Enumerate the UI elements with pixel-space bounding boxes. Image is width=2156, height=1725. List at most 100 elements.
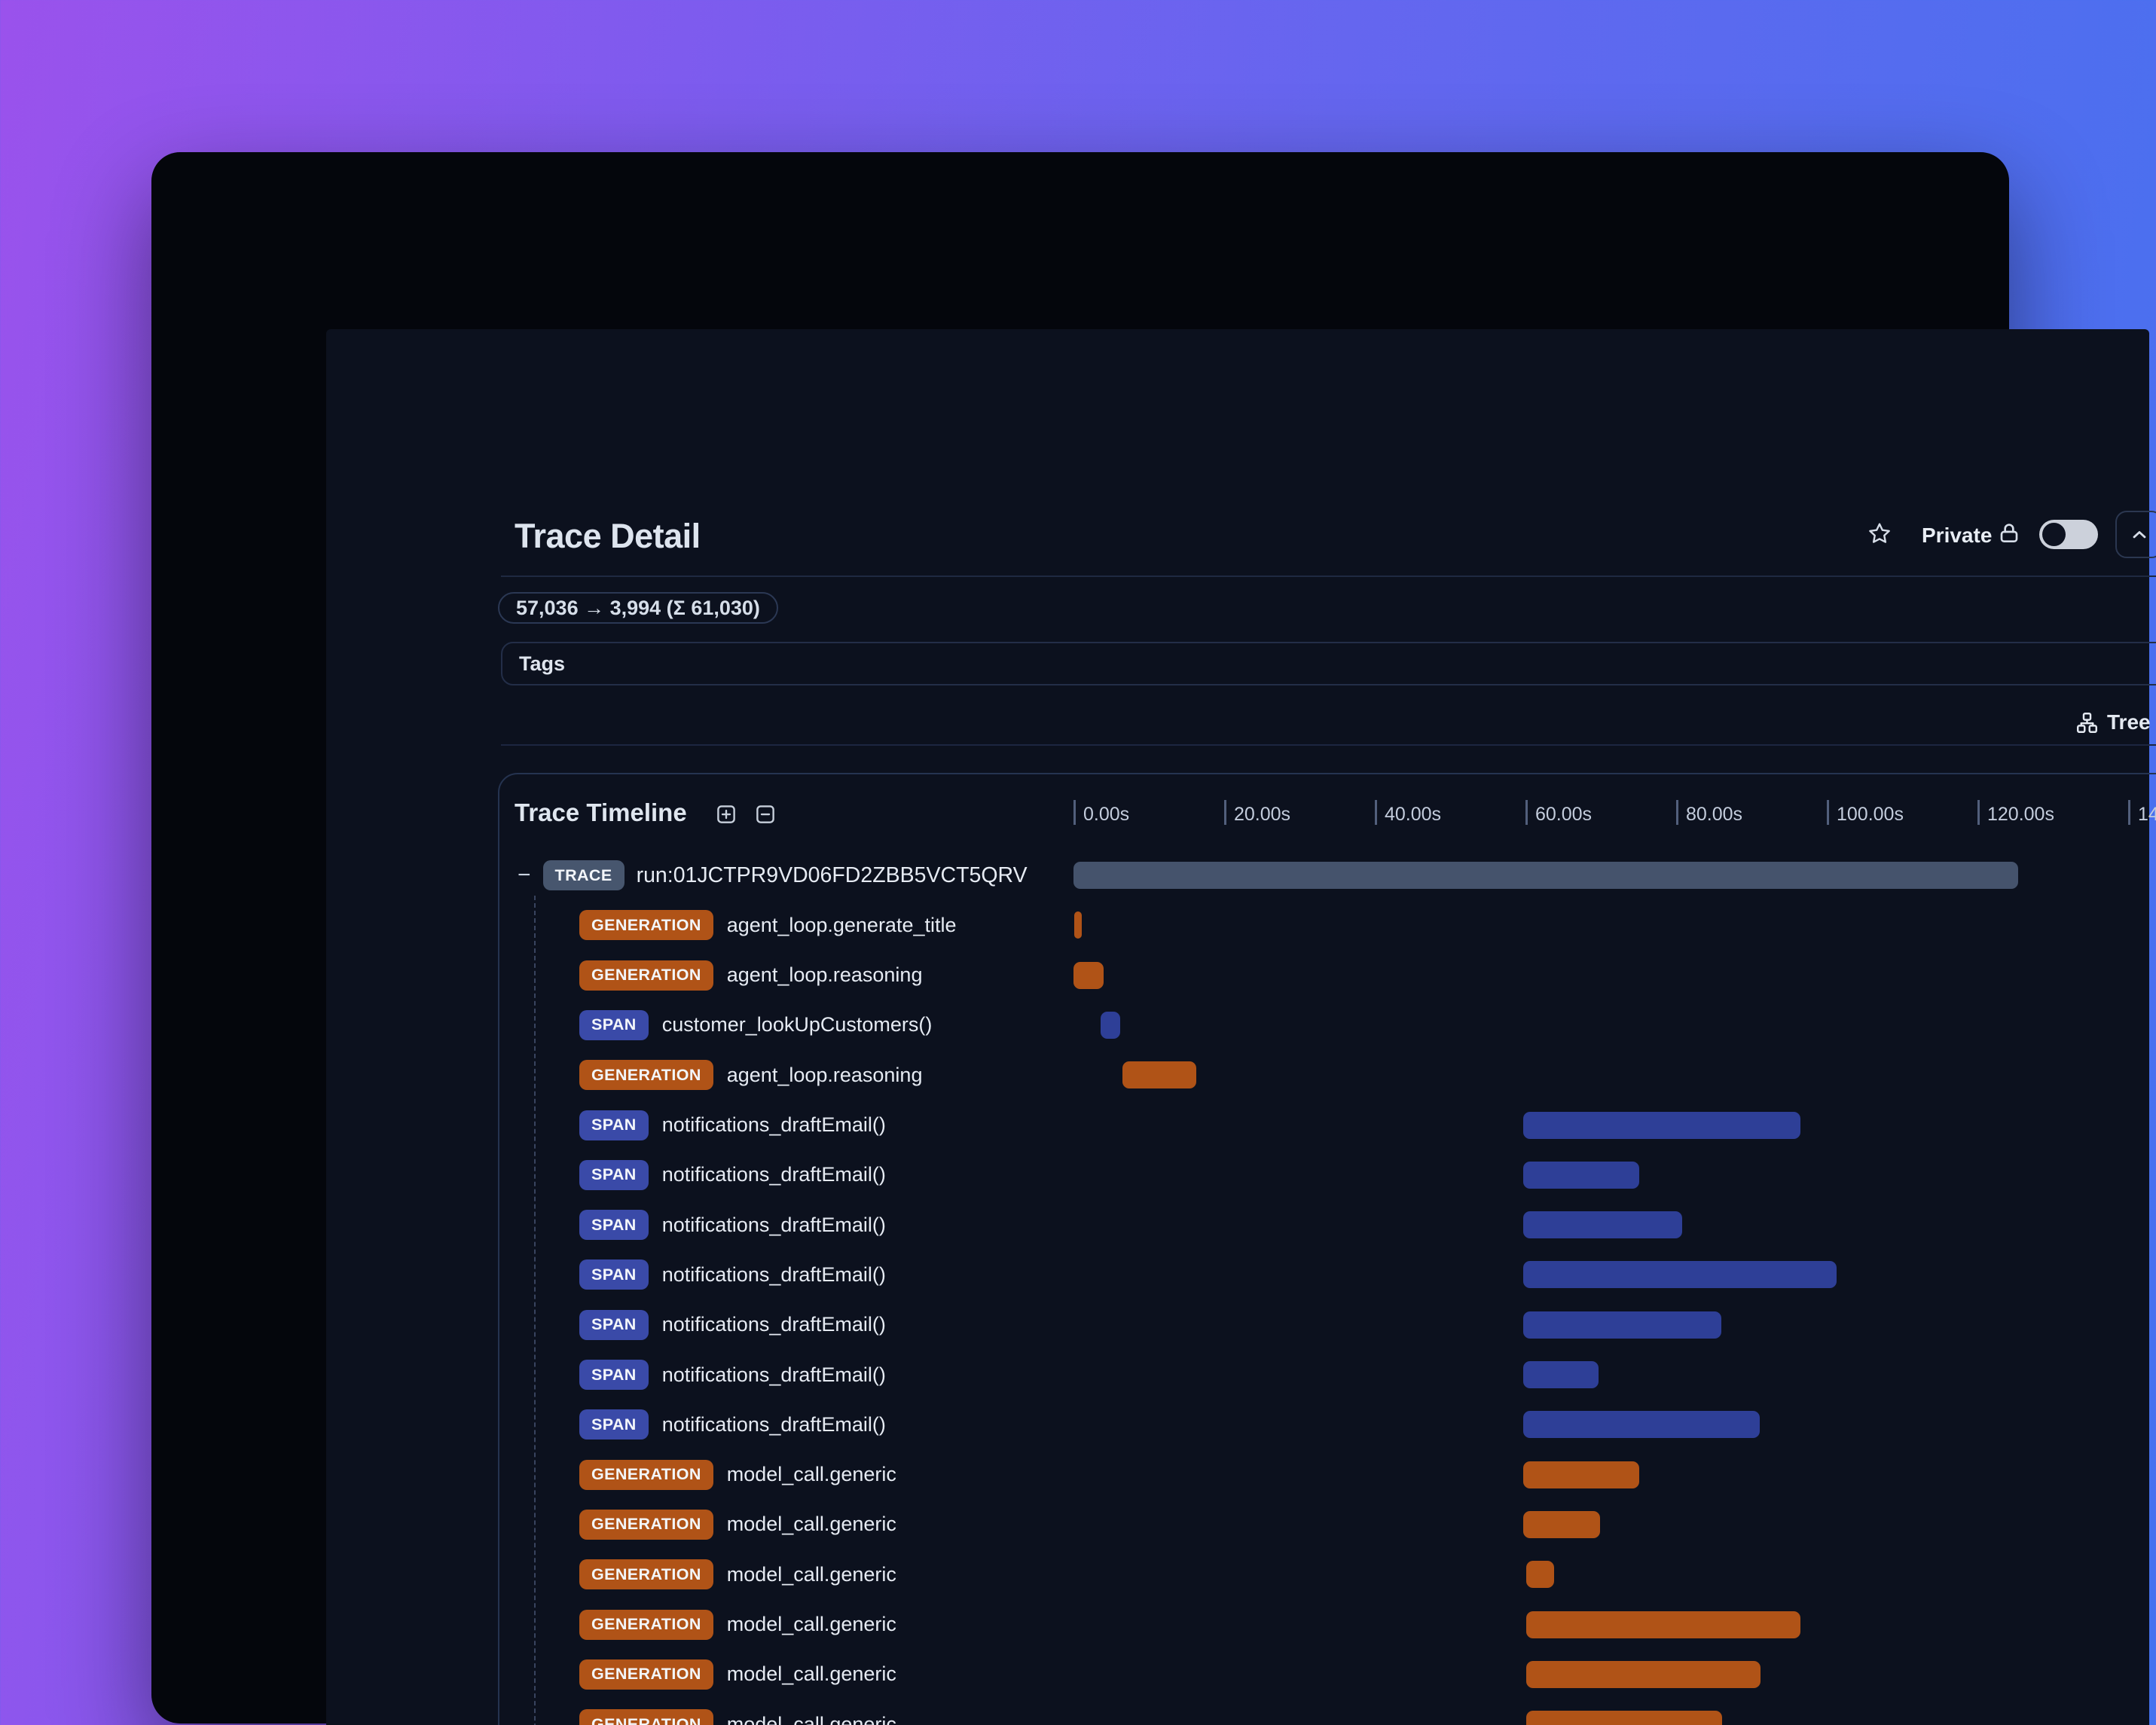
header-divider	[501, 576, 2156, 577]
row-label: model_call.generic	[726, 1613, 896, 1635]
app-content: Trace Detail Private	[326, 329, 2156, 1725]
row-head[interactable]: SPAN notifications_draftEmail()	[579, 1150, 886, 1200]
type-badge: GENERATION	[579, 910, 713, 941]
axis-tick-label: 40.00s	[1385, 804, 1442, 825]
timeline-row[interactable]: GENERATION model_call.generic	[326, 1600, 2156, 1650]
timeline-row[interactable]: SPAN notifications_draftEmail()	[326, 1350, 2156, 1400]
timeline-bar[interactable]	[1101, 1011, 1120, 1039]
panel-title: Trace Timeline	[515, 798, 687, 826]
timeline-bar[interactable]	[1523, 1411, 1760, 1439]
timeline-row[interactable]: − TRACE run:01JCTPR9VD06FD2ZBB5VCT5QRV	[326, 850, 2156, 900]
axis-tick	[1073, 800, 1076, 825]
type-badge: SPAN	[579, 1309, 649, 1340]
row-head[interactable]: SPAN notifications_draftEmail()	[579, 1101, 886, 1150]
collapse-toggle[interactable]: −	[518, 862, 531, 887]
type-badge: GENERATION	[579, 1459, 713, 1490]
row-head[interactable]: SPAN customer_lookUpCustomers()	[579, 1000, 932, 1050]
row-head[interactable]: SPAN notifications_draftEmail()	[579, 1200, 886, 1250]
row-label: notifications_draftEmail()	[661, 1363, 886, 1386]
row-head[interactable]: GENERATION model_call.generic	[579, 1699, 896, 1725]
row-label: agent_loop.reasoning	[726, 963, 923, 987]
timeline-row[interactable]: SPAN notifications_draftEmail()	[326, 1101, 2156, 1150]
timeline-row[interactable]: SPAN notifications_draftEmail()	[326, 1150, 2156, 1200]
timeline-row[interactable]: SPAN notifications_draftEmail()	[326, 1250, 2156, 1299]
row-label: notifications_draftEmail()	[661, 1262, 886, 1286]
timeline-row[interactable]: SPAN notifications_draftEmail()	[326, 1200, 2156, 1250]
timeline-bar[interactable]	[1526, 1561, 1554, 1589]
row-head[interactable]: GENERATION model_call.generic	[579, 1500, 896, 1549]
row-head[interactable]: GENERATION model_call.generic	[579, 1450, 896, 1500]
timeline-bar[interactable]	[1523, 1361, 1599, 1388]
timeline-row[interactable]: SPAN notifications_draftEmail()	[326, 1300, 2156, 1350]
timeline-bar[interactable]	[1523, 1261, 1837, 1289]
row-label: model_call.generic	[726, 1712, 896, 1725]
timeline-row[interactable]: SPAN customer_lookUpCustomers()	[326, 1000, 2156, 1050]
timeline-bar[interactable]	[1523, 1211, 1682, 1239]
tab-tree[interactable]: Tree	[2075, 704, 2151, 740]
timeline-bar[interactable]	[1073, 862, 2018, 889]
axis-tick	[1525, 800, 1528, 825]
row-label: run:01JCTPR9VD06FD2ZBB5VCT5QRV	[636, 862, 1028, 887]
row-label: notifications_draftEmail()	[661, 1163, 886, 1186]
privacy-toggle[interactable]	[2039, 520, 2098, 549]
row-head[interactable]: GENERATION agent_loop.reasoning	[579, 1050, 922, 1100]
row-label: notifications_draftEmail()	[661, 1213, 886, 1236]
tabs-divider	[501, 744, 2156, 746]
type-badge: SPAN	[579, 1159, 649, 1190]
timeline-row[interactable]: GENERATION model_call.generic	[326, 1450, 2156, 1500]
row-head[interactable]: GENERATION model_call.generic	[579, 1600, 896, 1650]
timeline-bar[interactable]	[1523, 1510, 1600, 1538]
plus-square-icon	[717, 805, 735, 823]
axis-tick	[1224, 800, 1226, 825]
axis-tick-label: 80.00s	[1686, 804, 1743, 825]
collapse-up-button[interactable]	[2115, 511, 2156, 558]
timeline-row[interactable]: GENERATION agent_loop.reasoning	[326, 1050, 2156, 1100]
row-label: model_call.generic	[726, 1562, 896, 1586]
timeline-bar[interactable]	[1073, 961, 1104, 989]
timeline-bar[interactable]	[1526, 1660, 1761, 1688]
tags-input[interactable]: Tags	[501, 642, 2156, 685]
timeline-row[interactable]: GENERATION agent_loop.generate_title	[326, 900, 2156, 950]
type-badge: GENERATION	[579, 1609, 713, 1640]
star-icon[interactable]	[1867, 521, 1892, 545]
row-head[interactable]: GENERATION agent_loop.generate_title	[579, 900, 957, 950]
timeline-row[interactable]: GENERATION agent_loop.reasoning	[326, 951, 2156, 1000]
type-badge: SPAN	[579, 1360, 649, 1390]
timeline-row[interactable]: SPAN notifications_draftEmail()	[326, 1400, 2156, 1449]
timeline-bar[interactable]	[1122, 1061, 1196, 1089]
row-head[interactable]: SPAN notifications_draftEmail()	[579, 1350, 886, 1400]
timeline-bar[interactable]	[1074, 911, 1082, 939]
timeline-bar[interactable]	[1523, 1461, 1639, 1488]
timeline-row[interactable]: GENERATION model_call.generic	[326, 1549, 2156, 1599]
timeline-bar[interactable]	[1526, 1611, 1800, 1638]
privacy-label: Private	[1922, 524, 1993, 547]
tree-guide-line	[534, 896, 536, 1725]
row-head[interactable]: GENERATION agent_loop.reasoning	[579, 951, 922, 1000]
timeline-row[interactable]: GENERATION model_call.generic	[326, 1500, 2156, 1549]
row-head[interactable]: GENERATION model_call.generic	[579, 1549, 896, 1599]
type-badge: GENERATION	[579, 1509, 713, 1540]
row-label: model_call.generic	[726, 1662, 896, 1686]
row-label: model_call.generic	[726, 1463, 896, 1486]
type-badge: GENERATION	[579, 1060, 713, 1091]
axis-tick-label: 60.00s	[1535, 804, 1593, 825]
timeline-row[interactable]: GENERATION model_call.generic	[326, 1699, 2156, 1725]
type-badge: SPAN	[579, 1210, 649, 1241]
row-head[interactable]: SPAN notifications_draftEmail()	[579, 1300, 886, 1350]
row-head[interactable]: GENERATION model_call.generic	[579, 1650, 896, 1699]
timeline-bar[interactable]	[1523, 1111, 1800, 1139]
timeline-bar[interactable]	[1523, 1161, 1639, 1189]
type-badge: SPAN	[579, 1009, 649, 1040]
timeline-row[interactable]: GENERATION model_call.generic	[326, 1650, 2156, 1699]
row-label: agent_loop.generate_title	[726, 913, 957, 936]
row-head[interactable]: − TRACE run:01JCTPR9VD06FD2ZBB5VCT5QRV	[518, 850, 1028, 900]
expand-all-button[interactable]	[715, 803, 737, 826]
row-head[interactable]: SPAN notifications_draftEmail()	[579, 1400, 886, 1449]
timeline-bar[interactable]	[1523, 1311, 1721, 1339]
type-badge: GENERATION	[579, 1709, 713, 1725]
collapse-all-button[interactable]	[754, 803, 777, 826]
row-head[interactable]: SPAN notifications_draftEmail()	[579, 1250, 886, 1299]
timeline-bar[interactable]	[1526, 1711, 1722, 1725]
type-badge: GENERATION	[579, 1559, 713, 1590]
